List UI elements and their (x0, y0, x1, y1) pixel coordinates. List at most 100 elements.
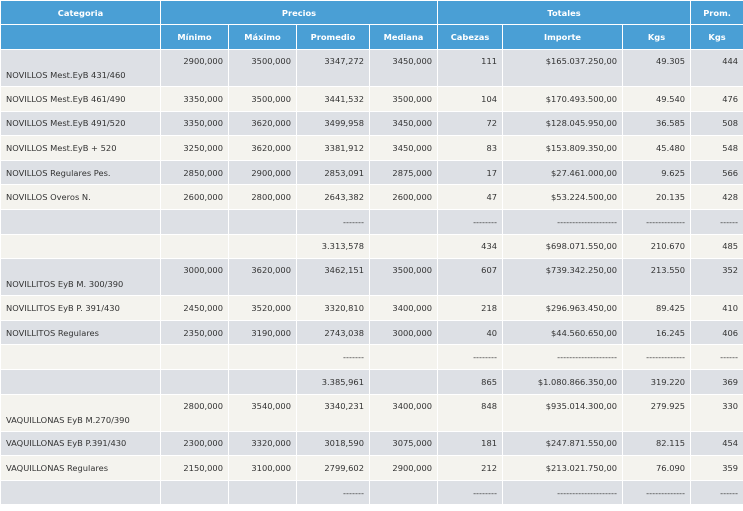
category-cell: NOVILLITOS EyB P. 391/430 (0, 295, 161, 321)
value-cell: 2850,000 (160, 159, 229, 186)
category-cell (0, 479, 161, 506)
value-cell: 49.305 (622, 49, 692, 87)
table-row: VAQUILLONAS EyB M.270/390 2800,000 3540,00… (0, 393, 743, 432)
value-cell: 45.480 (622, 135, 692, 161)
value-cell: ------ (690, 479, 743, 506)
value-cell (368, 233, 439, 260)
value-cell: 3340,231 (296, 393, 370, 432)
table-row: ------- -------- -------------------- -----… (0, 479, 743, 506)
value-cell: 49.540 (622, 86, 692, 112)
value-cell: 2350,000 (160, 319, 229, 346)
table-row: NOVILLOS Mest.EyB + 520 3250,000 3620,000 3… (0, 135, 743, 161)
value-cell: 82.115 (622, 430, 692, 457)
value-cell (228, 233, 297, 260)
value-cell: ------ (690, 208, 743, 235)
value-cell: ------------- (622, 344, 692, 370)
category-cell: NOVILLOS Regulares Pes. (0, 159, 161, 186)
value-cell: ------------- (622, 479, 692, 506)
value-cell (228, 208, 297, 235)
value-cell: 3441,532 (296, 86, 370, 112)
value-cell: 2800,000 (228, 184, 297, 210)
value-cell: 406 (690, 319, 743, 346)
value-cell: 508 (690, 110, 743, 137)
category-cell (0, 344, 161, 370)
value-cell: $247.871.550,00 (502, 430, 624, 457)
value-cell: 2600,000 (160, 184, 229, 210)
value-cell: $128.045.950,00 (502, 110, 624, 137)
value-cell: 76.090 (622, 455, 692, 481)
value-cell: $739.342.250,00 (502, 258, 624, 297)
table-row: ------- -------- -------------------- -----… (0, 208, 743, 235)
value-cell: 3000,000 (160, 258, 229, 297)
value-cell: 3499,958 (296, 110, 370, 137)
value-cell: $698.071.550,00 (502, 233, 624, 260)
value-cell: 3320,000 (228, 430, 297, 457)
value-cell: -------------------- (502, 479, 624, 506)
value-cell: -------- (437, 479, 504, 506)
value-cell: -------- (437, 344, 504, 370)
value-cell: 865 (437, 368, 504, 395)
table-row: VAQUILLONAS EyB P.391/430 2300,000 3320,00… (0, 430, 743, 457)
header-kgs: Kgs (622, 24, 692, 50)
value-cell: 17 (437, 159, 504, 186)
value-cell: $213.021.750,00 (502, 455, 624, 481)
table-row: NOVILLITOS EyB M. 300/390 3000,000 3620,00… (0, 258, 743, 297)
value-cell: $296.963.450,00 (502, 295, 624, 321)
value-cell: 2799,602 (296, 455, 370, 481)
value-cell: 2643,382 (296, 184, 370, 210)
value-cell: 104 (437, 86, 504, 112)
value-cell: 89.425 (622, 295, 692, 321)
value-cell: 9.625 (622, 159, 692, 186)
value-cell: 111 (437, 49, 504, 87)
value-cell: $53.224.500,00 (502, 184, 624, 210)
value-cell: 2875,000 (368, 159, 439, 186)
header-importe: Importe (502, 24, 624, 50)
value-cell: 3018,590 (296, 430, 370, 457)
value-cell: -------- (437, 208, 504, 235)
value-cell (160, 233, 229, 260)
value-cell (368, 368, 439, 395)
category-cell: NOVILLOS Overos N. (0, 184, 161, 210)
value-cell: 210.670 (622, 233, 692, 260)
table-row: NOVILLOS Regulares Pes. 2850,000 2900,000 2… (0, 159, 743, 186)
value-cell: 72 (437, 110, 504, 137)
value-cell (160, 208, 229, 235)
value-cell: -------------------- (502, 344, 624, 370)
category-cell: NOVILLOS Mest.EyB 461/490 (0, 86, 161, 112)
value-cell: $153.809.350,00 (502, 135, 624, 161)
value-cell: 359 (690, 455, 743, 481)
value-cell: 3075,000 (368, 430, 439, 457)
category-cell: VAQUILLONAS EyB P.391/430 (0, 430, 161, 457)
category-cell: NOVILLITOS Regulares (0, 319, 161, 346)
value-cell (368, 208, 439, 235)
table-row: NOVILLOS Mest.EyB 431/460 2900,000 3500,00… (0, 49, 743, 87)
value-cell: 476 (690, 86, 743, 112)
value-cell: 2743,038 (296, 319, 370, 346)
value-cell: 352 (690, 258, 743, 297)
value-cell: ------------- (622, 208, 692, 235)
value-cell: $170.493.500,00 (502, 86, 624, 112)
value-cell: 2150,000 (160, 455, 229, 481)
header-mediana: Mediana (368, 24, 439, 50)
table-row: 3.313,578 434 $698.071.550,00 210.670 485 (0, 233, 743, 260)
value-cell: ------- (296, 479, 370, 506)
value-cell: 3400,000 (368, 393, 439, 432)
value-cell: 444 (690, 49, 743, 87)
value-cell: 218 (437, 295, 504, 321)
value-cell: 3450,000 (368, 135, 439, 161)
category-cell (0, 368, 161, 395)
value-cell: 3347,272 (296, 49, 370, 87)
value-cell: $1.080.866.350,00 (502, 368, 624, 395)
value-cell: 485 (690, 233, 743, 260)
header-totales: Totales (437, 0, 692, 25)
value-cell: 3620,000 (228, 110, 297, 137)
value-cell: 20.135 (622, 184, 692, 210)
value-cell: ------- (296, 344, 370, 370)
value-cell: $165.037.250,00 (502, 49, 624, 87)
value-cell: 3450,000 (368, 110, 439, 137)
value-cell: 3320,810 (296, 295, 370, 321)
value-cell: $44.560.650,00 (502, 319, 624, 346)
value-cell: 2900,000 (160, 49, 229, 87)
header-prom-kgs: Kgs (690, 24, 743, 50)
